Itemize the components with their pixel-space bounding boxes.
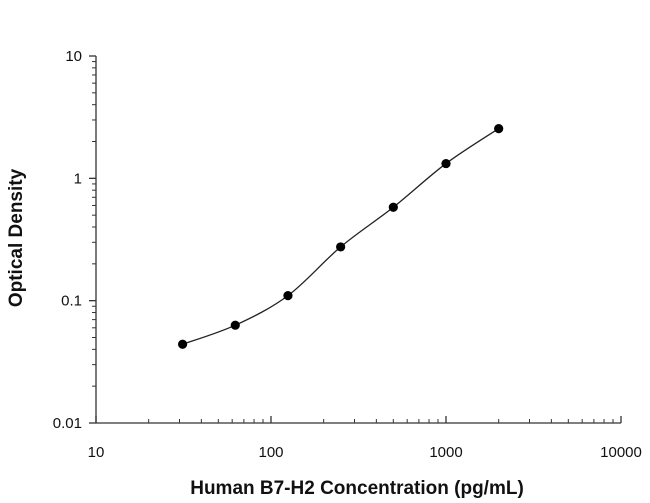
data-point — [494, 124, 504, 134]
data-point — [230, 320, 240, 330]
y-tick-label: 1 — [74, 170, 82, 187]
minor-ticks — [92, 61, 614, 423]
major-ticks — [89, 55, 622, 424]
y-tick-label: 0.01 — [53, 415, 82, 432]
x-tick-label: 10 — [88, 444, 105, 461]
fit-curve — [182, 128, 500, 345]
x-tick-label: 10000 — [600, 444, 642, 461]
y-axis-title: Optical Density — [6, 168, 27, 307]
data-point — [283, 291, 293, 301]
tick-labels: 0.01 0.1 1 10 10 100 1000 10000 — [53, 48, 642, 461]
y-tick-label: 10 — [65, 48, 82, 65]
data-point — [178, 339, 188, 349]
data-point — [441, 158, 451, 169]
x-tick-label: 100 — [258, 444, 283, 461]
data-point — [336, 242, 346, 252]
x-tick-label: 1000 — [429, 444, 462, 461]
data-point — [388, 202, 398, 212]
x-axis-title: Human B7-H2 Concentration (pg/mL) — [190, 478, 524, 499]
y-tick-label: 0.1 — [61, 293, 82, 310]
data-points — [178, 124, 504, 349]
